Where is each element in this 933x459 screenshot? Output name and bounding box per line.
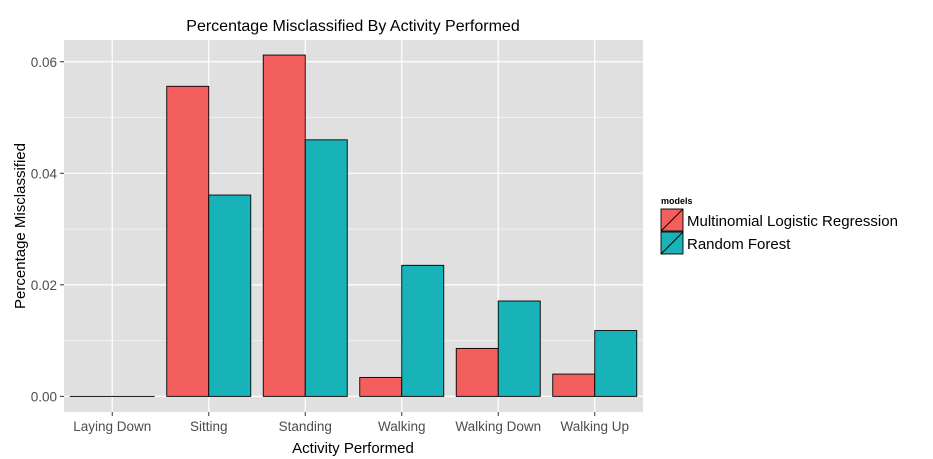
chart-title: Percentage Misclassified By Activity Per… <box>186 18 519 35</box>
y-tick-label: 0.02 <box>31 278 57 293</box>
x-axis-title: Activity Performed <box>292 440 414 457</box>
x-tick-label: Walking Down <box>455 419 541 434</box>
x-tick-label: Walking Up <box>560 419 629 434</box>
x-tick-label: Standing <box>279 419 332 434</box>
bars <box>69 54 638 397</box>
bar-walking-random-forest <box>401 264 445 397</box>
bar-walking-up-multinomial-logistic-regression <box>552 373 596 397</box>
legend-key-slash <box>660 208 684 232</box>
y-tick-label: 0.04 <box>31 166 58 181</box>
bar-walking-multinomial-logistic-regression <box>359 376 403 397</box>
y-axis: 0.00 0.02 0.04 0.06 <box>31 55 64 404</box>
y-tick-label: 0.00 <box>31 389 57 404</box>
bar-standing-multinomial-logistic-regression <box>262 54 306 397</box>
x-tick-label: Walking <box>378 419 426 434</box>
legend-label: Multinomial Logistic Regression <box>687 213 898 230</box>
bar-sitting-random-forest <box>208 194 252 397</box>
y-tick-label: 0.06 <box>31 55 57 70</box>
bar-standing-random-forest <box>304 139 348 397</box>
y-gridlines <box>64 61 643 397</box>
bar-walking-down-multinomial-logistic-regression <box>455 347 499 397</box>
legend-label: Random Forest <box>687 236 791 253</box>
x-axis: Laying Down Sitting Standing Walking Walking… <box>73 412 629 434</box>
x-tick-label: Sitting <box>190 419 228 434</box>
bar-sitting-multinomial-logistic-regression <box>166 85 210 397</box>
plot-panel <box>64 40 643 412</box>
legend: models Multinomial Logistic Regression Ra… <box>660 196 898 255</box>
legend-title: models <box>661 196 693 206</box>
y-axis-title: Percentage Misclassified <box>12 143 29 309</box>
x-tick-label: Laying Down <box>73 419 151 434</box>
legend-key-slash <box>660 231 684 255</box>
bar-walking-down-random-forest <box>497 300 541 397</box>
bar-walking-up-random-forest <box>594 330 638 397</box>
